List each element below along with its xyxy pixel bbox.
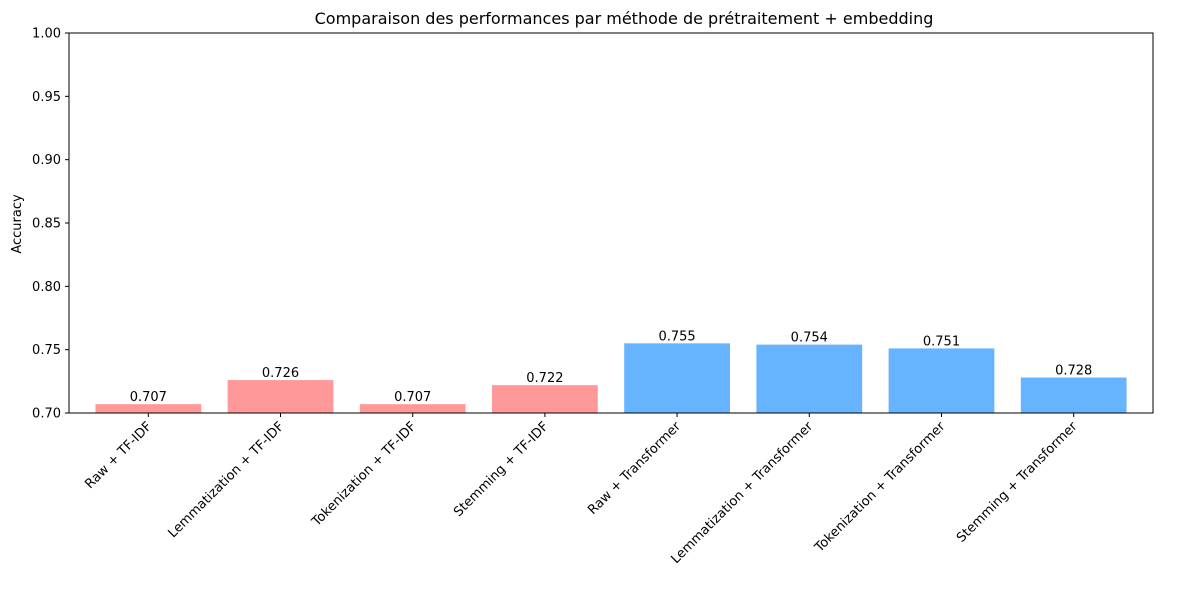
bar-value-label: 0.707	[394, 390, 431, 405]
value-labels-group: 0.707 0.726 0.707 0.722 0.755 0.754 0.751 0.728	[130, 329, 1093, 405]
bar-value-label: 0.726	[262, 366, 299, 381]
x-tick-label: Tokenization + TF-IDF	[309, 419, 420, 530]
y-axis-label: Accuracy	[10, 194, 25, 254]
y-tick-label: 0.70	[32, 407, 61, 422]
bar	[359, 404, 466, 413]
y-tick-label: 0.90	[32, 153, 61, 168]
x-tick-label: Stemming + Transformer	[954, 419, 1081, 546]
bar	[888, 348, 995, 413]
chart-title: Comparaison des performances par méthode…	[315, 9, 934, 28]
x-tick-label: Stemming + TF-IDF	[451, 419, 552, 520]
bar-value-label: 0.755	[658, 329, 695, 344]
x-tick-label: Raw + TF-IDF	[82, 419, 155, 492]
x-tick-label: Tokenization + Transformer	[812, 419, 949, 556]
plot-frame	[68, 32, 1154, 414]
x-tick-label: Lemmatization + TF-IDF	[166, 419, 288, 541]
bar	[492, 385, 598, 413]
bar-value-label: 0.751	[923, 334, 960, 349]
bars-group	[95, 343, 1127, 413]
bar	[1020, 377, 1127, 413]
y-tick-label: 0.75	[32, 343, 61, 358]
y-tick-label: 1.00	[32, 27, 61, 42]
bar-value-label: 0.754	[791, 331, 828, 346]
bar-value-label: 0.707	[130, 390, 167, 405]
y-tick-label: 0.85	[32, 217, 61, 232]
y-tick-label: 0.95	[32, 90, 61, 105]
x-tick-label: Raw + Transformer	[585, 419, 684, 518]
bar	[756, 344, 863, 413]
bar	[227, 380, 334, 413]
bar-value-label: 0.722	[526, 371, 563, 386]
x-tick-label: Lemmatization + Transformer	[668, 419, 816, 567]
x-axis: Raw + TF-IDF Lemmatization + TF-IDF Tokeni…	[82, 413, 1081, 567]
bar-value-label: 0.728	[1055, 364, 1092, 379]
bar	[624, 343, 730, 413]
y-tick-label: 0.80	[32, 280, 61, 295]
bar	[95, 404, 202, 413]
y-axis: 0.70 0.75 0.80 0.85 0.90 0.95 1.00	[32, 27, 69, 422]
